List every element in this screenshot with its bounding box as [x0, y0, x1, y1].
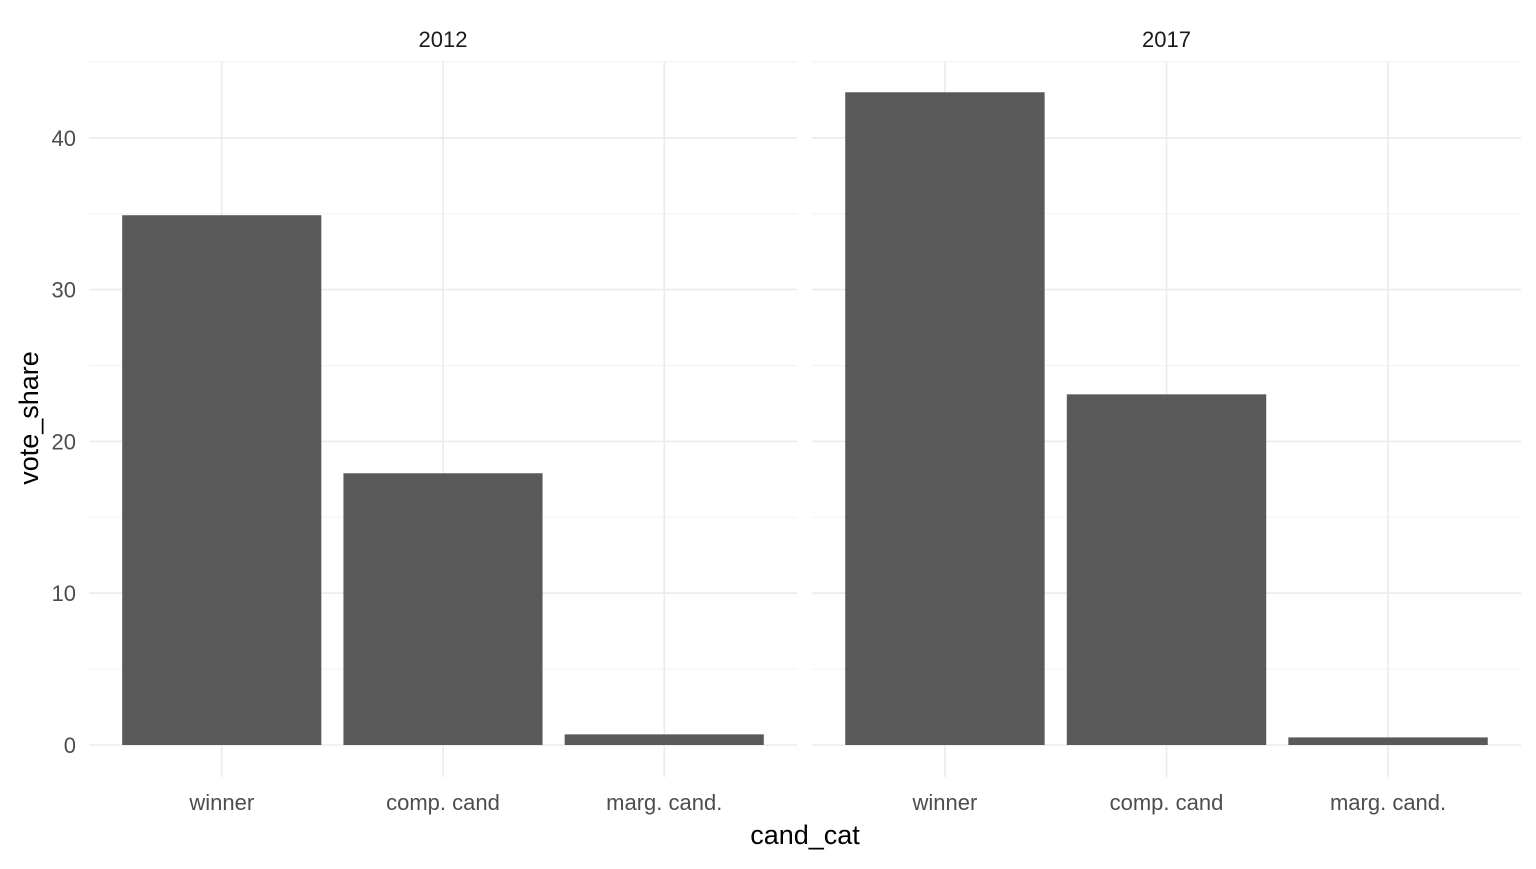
y-tick-label: 30	[52, 278, 76, 303]
x-axis-title: cand_cat	[750, 820, 860, 850]
y-tick-label: 20	[52, 429, 76, 454]
x-tick-label: comp. cand	[1110, 790, 1224, 815]
y-tick-label: 0	[64, 733, 76, 758]
bar-2012-0	[122, 215, 322, 745]
y-axis-title: vote_share	[14, 351, 44, 485]
x-tick-label: marg. cand.	[1330, 790, 1446, 815]
x-tick-label: winner	[188, 790, 254, 815]
label-layer: 0 10 20 30 40 winner comp. cand marg. cand. 2012…	[52, 27, 1447, 815]
facet-strip-label: 2017	[1142, 27, 1191, 52]
x-tick-label: winner	[912, 790, 978, 815]
bar-2012-1	[343, 473, 543, 745]
bar-2017-2	[1288, 737, 1488, 745]
facet-strip-label: 2012	[419, 27, 468, 52]
y-tick-label: 10	[52, 581, 76, 606]
bar-2017-1	[1066, 394, 1267, 745]
bar-2012-2	[564, 734, 764, 745]
bar-layer	[122, 92, 1488, 745]
x-tick-label: marg. cand.	[606, 790, 722, 815]
y-tick-label: 40	[52, 126, 76, 151]
x-tick-label: comp. cand	[386, 790, 500, 815]
bar-2017-0	[845, 92, 1045, 745]
